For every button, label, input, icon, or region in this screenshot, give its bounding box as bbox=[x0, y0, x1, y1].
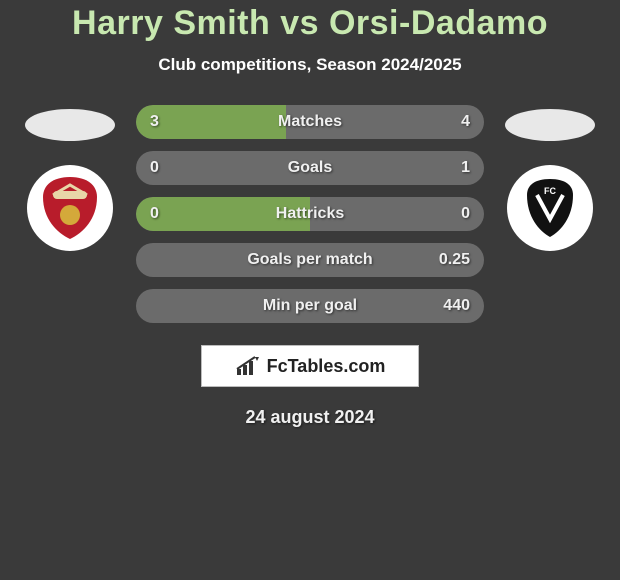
snapshot-date: 24 august 2024 bbox=[0, 407, 620, 428]
subtitle: Club competitions, Season 2024/2025 bbox=[0, 55, 620, 75]
brand-chart-icon bbox=[235, 355, 261, 377]
player-photo-left bbox=[25, 109, 115, 141]
club-badge-right-svg: FC bbox=[513, 171, 587, 245]
svg-text:FC: FC bbox=[544, 186, 556, 196]
stat-label: Matches bbox=[278, 113, 342, 131]
stat-bar: 0 Hattricks 0 bbox=[136, 197, 484, 231]
comparison-card: Harry Smith vs Orsi-Dadamo Club competit… bbox=[0, 0, 620, 428]
brand-name: FcTables.com bbox=[267, 356, 386, 377]
stat-label: Goals per match bbox=[247, 251, 372, 269]
club-badge-right: FC bbox=[507, 165, 593, 251]
stat-bar: Goals per match 0.25 bbox=[136, 243, 484, 277]
stat-bar: 3 Matches 4 bbox=[136, 105, 484, 139]
right-player-col: FC bbox=[500, 105, 600, 251]
stat-value-right: 4 bbox=[461, 113, 470, 131]
stat-value-right: 1 bbox=[461, 159, 470, 177]
stat-value-right: 0 bbox=[461, 205, 470, 223]
stat-label: Min per goal bbox=[263, 297, 357, 315]
page-title: Harry Smith vs Orsi-Dadamo bbox=[0, 4, 620, 43]
brand-box[interactable]: FcTables.com bbox=[201, 345, 419, 387]
stat-label: Hattricks bbox=[276, 205, 344, 223]
club-badge-left-svg bbox=[33, 171, 107, 245]
stat-value-left: 0 bbox=[150, 205, 159, 223]
stat-bars: 3 Matches 4 0 Goals 1 0 Hattricks 0 Goals per mat… bbox=[136, 105, 484, 323]
player-photo-right bbox=[505, 109, 595, 141]
stat-value-right: 0.25 bbox=[439, 251, 470, 269]
stat-bar: 0 Goals 1 bbox=[136, 151, 484, 185]
stat-value-right: 440 bbox=[443, 297, 470, 315]
club-badge-left bbox=[27, 165, 113, 251]
comparison-body: 3 Matches 4 0 Goals 1 0 Hattricks 0 Goals per mat… bbox=[0, 105, 620, 323]
stat-value-left: 3 bbox=[150, 113, 159, 131]
left-player-col bbox=[20, 105, 120, 251]
stat-value-left: 0 bbox=[150, 159, 159, 177]
stat-bar: Min per goal 440 bbox=[136, 289, 484, 323]
stat-label: Goals bbox=[288, 159, 332, 177]
